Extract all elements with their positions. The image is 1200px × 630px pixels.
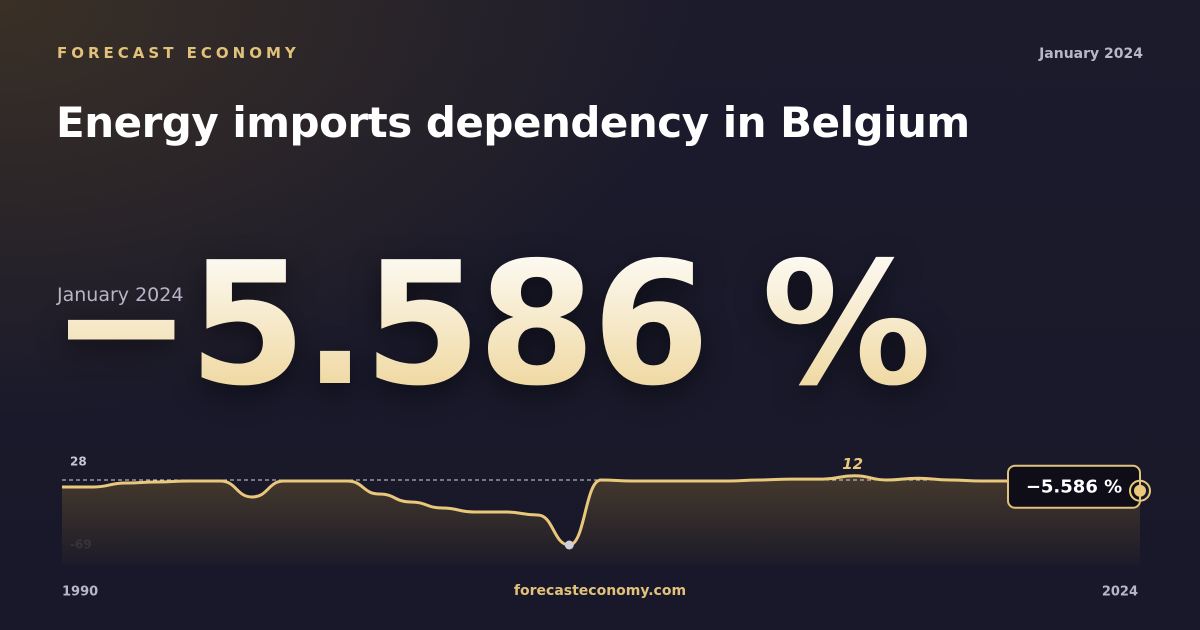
last-point-ring <box>1129 479 1151 502</box>
title: Energy imports dependency in Belgium <box>56 98 970 147</box>
area <box>62 475 1140 565</box>
brand: FORECAST ECONOMY <box>57 44 300 62</box>
site: forecasteconomy.com <box>513 583 687 599</box>
date: January 2024 <box>1039 46 1143 62</box>
value-label: −5.586 % <box>1026 477 1122 498</box>
y-tick-label: 28 <box>70 455 87 469</box>
headline-date: January 2024 <box>57 284 184 306</box>
min-point <box>564 540 574 550</box>
x-tick-label: 1990 <box>62 585 98 600</box>
max-label: 12 <box>842 455 863 473</box>
x-tick-label: 2024 <box>1102 585 1138 600</box>
last-point <box>1134 484 1146 497</box>
headline-value: −5.586 % <box>50 226 932 424</box>
line <box>62 474 1141 547</box>
